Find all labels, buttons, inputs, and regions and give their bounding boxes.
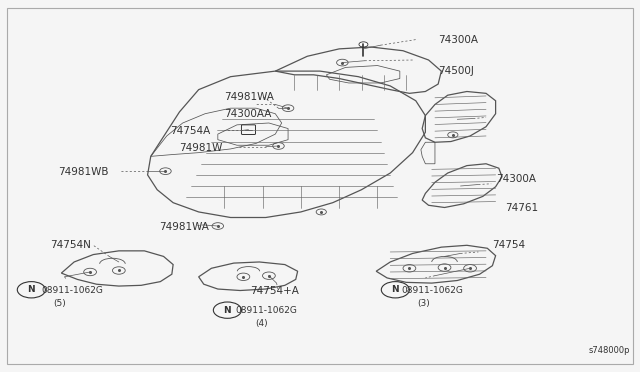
- Text: (5): (5): [53, 299, 66, 308]
- Text: 74761: 74761: [505, 203, 538, 213]
- Text: N: N: [28, 285, 35, 294]
- Text: 74500J: 74500J: [438, 66, 474, 76]
- Text: 74754N: 74754N: [51, 240, 92, 250]
- Text: N: N: [392, 285, 399, 294]
- Text: N: N: [223, 306, 231, 315]
- Text: 74300A: 74300A: [438, 35, 478, 45]
- Text: (4): (4): [255, 319, 268, 328]
- Text: 74754A: 74754A: [170, 126, 210, 136]
- Circle shape: [359, 42, 368, 47]
- Text: 74300AA: 74300AA: [224, 109, 271, 119]
- Text: s748000p: s748000p: [588, 346, 630, 355]
- Text: 74981W: 74981W: [179, 143, 223, 153]
- Text: 74300A: 74300A: [495, 174, 536, 184]
- Text: 08911-1062G: 08911-1062G: [236, 306, 298, 315]
- Text: 74754: 74754: [492, 240, 525, 250]
- Text: 74981WB: 74981WB: [58, 167, 109, 177]
- Text: 08911-1062G: 08911-1062G: [41, 286, 103, 295]
- Text: 74981WA: 74981WA: [224, 92, 274, 102]
- Text: 74754+A: 74754+A: [250, 286, 299, 295]
- Text: (3): (3): [417, 299, 430, 308]
- Text: 08911-1062G: 08911-1062G: [402, 286, 463, 295]
- Text: 74981WA: 74981WA: [159, 222, 209, 232]
